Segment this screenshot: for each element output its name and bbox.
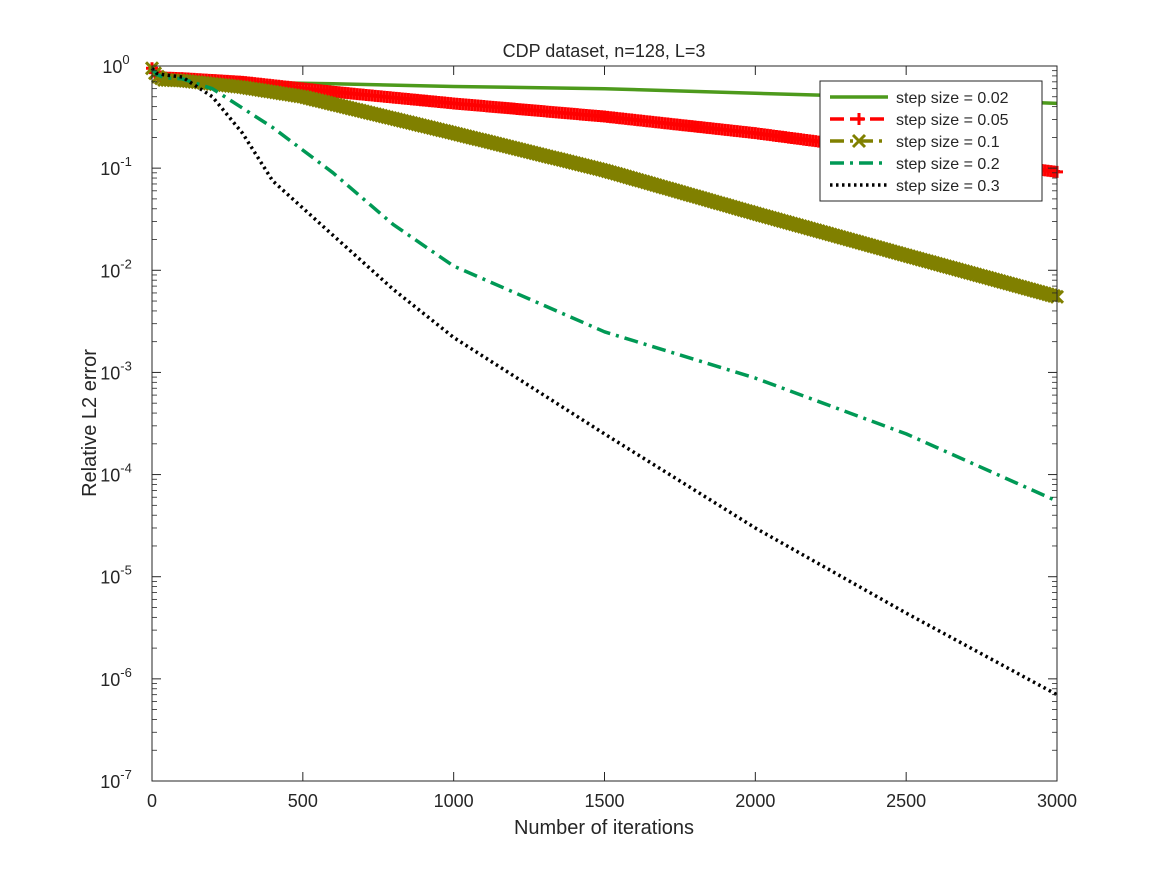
chart-title: CDP dataset, n=128, L=3 [503, 41, 706, 61]
y-tick-label: 10-3 [100, 358, 132, 383]
x-tick-label: 1500 [584, 791, 624, 811]
legend-label: step size = 0.2 [896, 156, 1000, 173]
x-axis: 0 500 1000 1500 2000 2500 3000 [147, 66, 1077, 811]
y-axis-label: Relative L2 error [79, 349, 101, 497]
x-tick-label: 3000 [1037, 791, 1077, 811]
x-tick-label: 1000 [434, 791, 474, 811]
y-tick-label: 10-5 [100, 563, 132, 588]
series-5 [150, 67, 1058, 697]
y-tick-label: 10-1 [100, 154, 132, 179]
legend-marker [853, 113, 865, 125]
series-line [150, 67, 1058, 503]
x-tick-label: 500 [288, 791, 318, 811]
y-tick-label: 10-6 [100, 665, 132, 690]
y-tick-label: 100 [102, 52, 129, 77]
y-tick-label: 10-2 [100, 256, 132, 281]
legend-label: step size = 0.1 [896, 134, 1000, 151]
series-4 [150, 67, 1058, 503]
series-marker [1046, 288, 1062, 304]
x-tick-label: 2500 [886, 791, 926, 811]
legend-label: step size = 0.05 [896, 112, 1009, 129]
legend-label: step size = 0.02 [896, 90, 1009, 107]
x-tick-label: 0 [147, 791, 157, 811]
y-axis: 100 10-1 10-2 10-3 10-4 10-5 10-6 10-7 [100, 52, 1057, 792]
series-3 [144, 61, 1065, 304]
legend-marker [851, 133, 867, 149]
y-tick-label: 10-4 [100, 461, 132, 486]
legend-label: step size = 0.3 [896, 178, 1000, 195]
series-line [150, 67, 1058, 697]
y-tick-label: 10-7 [100, 767, 132, 792]
x-axis-label: Number of iterations [514, 817, 694, 839]
x-tick-label: 2000 [735, 791, 775, 811]
legend: step size = 0.02 step size = 0.05 step siz… [819, 80, 1043, 202]
